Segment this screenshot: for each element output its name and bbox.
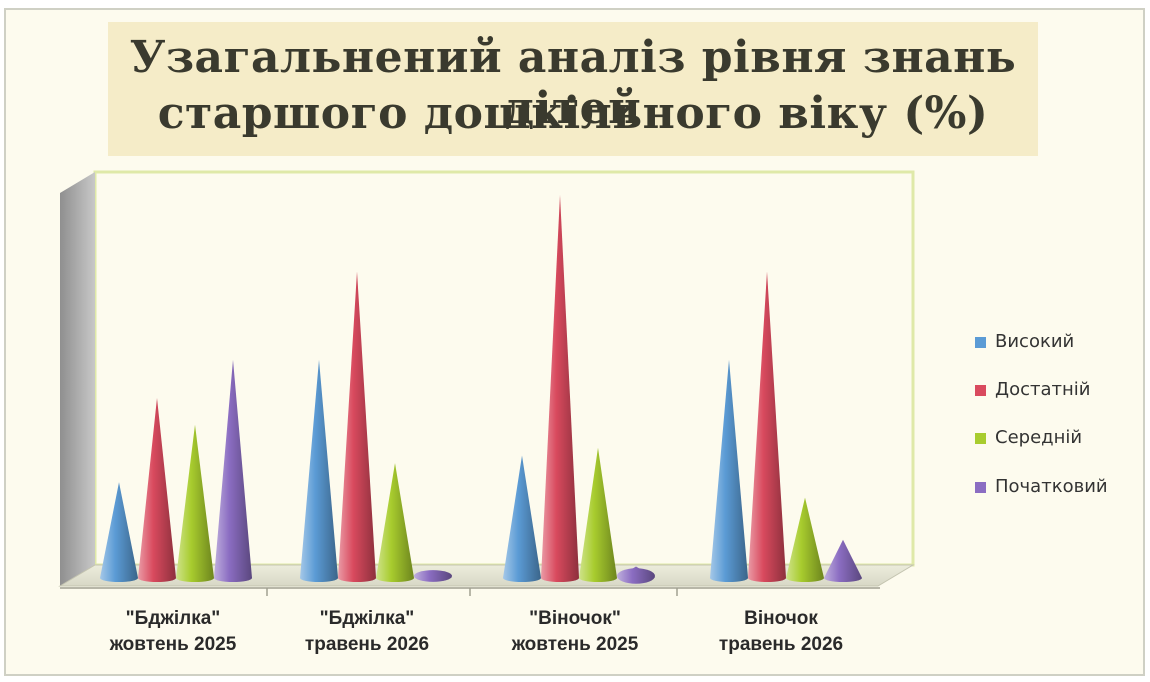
cone-body	[300, 359, 338, 582]
cone-2-2	[579, 447, 617, 582]
chart-side-wall	[60, 172, 95, 586]
cone-body	[710, 359, 748, 582]
x-tick-label-line-1: "Бджілка"	[319, 608, 415, 629]
cone-body	[338, 271, 376, 582]
legend-label-serednii: Середній	[995, 427, 1083, 448]
x-tick-label-line-1: Віночок	[744, 608, 818, 629]
legend-label-dostatnii: Достатній	[995, 379, 1091, 400]
chart-title: Узагальнений аналіз рівня знань дітей ст…	[108, 22, 1038, 156]
cone-1-0	[300, 359, 338, 582]
cone-0-3	[214, 359, 252, 582]
x-tick-label: "Віночок" жовтень 2025	[475, 606, 675, 658]
cone-body	[786, 497, 824, 582]
cone-body	[414, 570, 452, 578]
chart-back-wall	[93, 170, 915, 567]
cone-3-2	[786, 497, 824, 582]
cone-body	[138, 397, 176, 582]
x-tick-label-line-2: травень 2026	[718, 634, 844, 655]
x-axis-ticks	[266, 588, 678, 596]
x-tick-label: Віночок травень 2026	[681, 606, 881, 658]
x-tick-label-line-2: жовтень 2025	[511, 634, 639, 655]
cone-1-3	[414, 570, 452, 582]
chart-title-line-2: старшого дошкільного віку (%)	[157, 88, 989, 139]
cone-3-1	[748, 271, 786, 582]
cone-body	[824, 539, 862, 582]
x-tick-label-line-2: травень 2026	[304, 634, 430, 655]
cone-2-0	[503, 455, 541, 582]
cone-3-0	[710, 359, 748, 582]
x-tick-label-line-2: жовтень 2025	[109, 634, 237, 655]
cone-body	[214, 359, 252, 582]
legend-swatch-pochatkovyi	[975, 482, 986, 493]
legend-swatch-dostatnii	[975, 385, 986, 396]
cone-2-3	[617, 566, 655, 584]
cone-1-2	[376, 463, 414, 582]
x-tick-label-line-1: "Бджілка"	[125, 608, 221, 629]
legend-swatch-vysokyi	[975, 337, 986, 348]
cone-0-1	[138, 397, 176, 582]
cone-1-1	[338, 271, 376, 582]
cone-body	[376, 463, 414, 582]
cone-body	[617, 566, 655, 578]
legend-label-vysokyi: Високий	[995, 331, 1075, 352]
legend-label-pochatkovyi: Початковий	[995, 476, 1108, 497]
cone-2-1	[541, 195, 579, 582]
cone-body	[176, 424, 214, 582]
data-cones	[100, 195, 862, 584]
x-tick-label: "Бджілка" жовтень 2025	[73, 606, 273, 658]
chart-title-line-1: Узагальнений аналіз рівня знань дітей	[129, 32, 1017, 134]
cone-body	[503, 455, 541, 582]
cone-body	[748, 271, 786, 582]
cone-3-3	[824, 539, 862, 582]
cone-0-0	[100, 482, 138, 582]
x-tick-label-line-1: "Віночок"	[529, 608, 621, 629]
cone-0-2	[176, 424, 214, 582]
cone-body	[100, 482, 138, 582]
cone-body	[579, 447, 617, 582]
cone-body	[541, 195, 579, 582]
chart-floor	[58, 564, 915, 587]
legend-swatch-serednii	[975, 433, 986, 444]
x-tick-label: "Бджілка" травень 2026	[267, 606, 467, 658]
